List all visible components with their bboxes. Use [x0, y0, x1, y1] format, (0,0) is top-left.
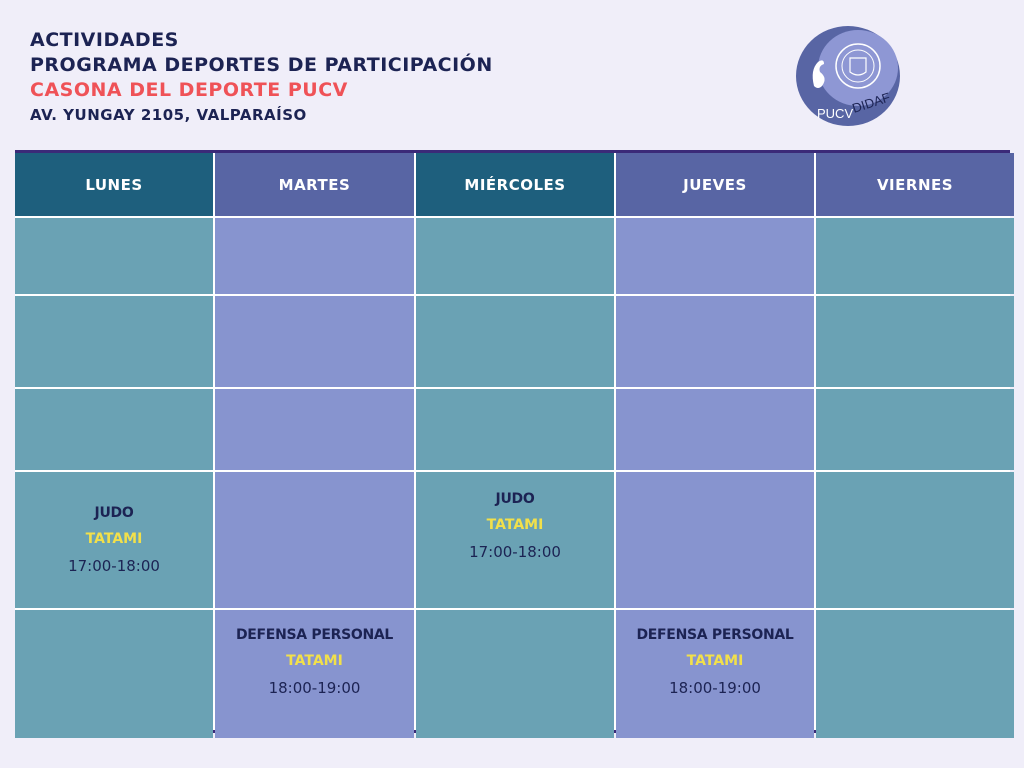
title-casona: CASONA DEL DEPORTE PUCV: [30, 79, 348, 101]
pucv-didaf-logo: PUCV DIDAF: [796, 26, 900, 126]
schedule-cell: [816, 389, 1014, 470]
schedule-cell: [416, 218, 614, 294]
schedule-cell: [816, 610, 1014, 738]
schedule-table: LUNES MARTES MIÉRCOLES JUEVES VIERNES JU…: [15, 150, 1014, 738]
schedule-cell-miercoles-judo: JUDO TATAMI 17:00-18:00: [416, 472, 614, 608]
schedule-cell: [816, 218, 1014, 294]
schedule-cell-jueves-defensa: DEFENSA PERSONAL TATAMI 18:00-19:00: [616, 610, 814, 738]
title-actividades: ACTIVIDADES: [30, 29, 179, 51]
activity-time: 18:00-19:00: [268, 679, 361, 697]
schedule-cell: [616, 296, 814, 387]
schedule-cell: [616, 472, 814, 608]
activity-place: TATAMI: [286, 653, 343, 669]
schedule-cell: [215, 218, 414, 294]
activity-name: JUDO: [495, 491, 535, 507]
schedule-cell: [215, 472, 414, 608]
day-header-lunes: LUNES: [15, 153, 213, 216]
activity-name: DEFENSA PERSONAL: [636, 627, 794, 643]
page-header: ACTIVIDADES PROGRAMA DEPORTES DE PARTICI…: [30, 28, 493, 127]
activity-time: 18:00-19:00: [669, 679, 761, 697]
schedule-cell: [15, 389, 213, 470]
schedule-cell: [616, 218, 814, 294]
activity-place: TATAMI: [486, 517, 544, 533]
schedule-cell-martes-defensa: DEFENSA PERSONAL TATAMI 18:00-19:00: [215, 610, 414, 738]
schedule-cell-lunes-judo: JUDO TATAMI 17:00-18:00: [15, 472, 213, 608]
schedule-cell: [215, 296, 414, 387]
day-header-martes: MARTES: [215, 153, 414, 216]
schedule-cell: [416, 389, 614, 470]
title-programa: PROGRAMA DEPORTES DE PARTICIPACIÓN: [30, 54, 493, 76]
day-header-viernes: VIERNES: [816, 153, 1014, 216]
activity-time: 17:00-18:00: [469, 543, 561, 561]
schedule-cell: [215, 389, 414, 470]
address: AV. YUNGAY 2105, VALPARAÍSO: [30, 106, 307, 124]
activity-time: 17:00-18:00: [68, 557, 160, 575]
activity-place: TATAMI: [686, 653, 744, 669]
schedule-cell: [616, 389, 814, 470]
day-header-jueves: JUEVES: [616, 153, 814, 216]
schedule-cell: [416, 296, 614, 387]
day-header-miercoles: MIÉRCOLES: [416, 153, 614, 216]
schedule-cell: [15, 218, 213, 294]
schedule-cell: [816, 296, 1014, 387]
schedule-cell: [15, 610, 213, 738]
activity-name: JUDO: [94, 505, 134, 521]
schedule-cell: [15, 296, 213, 387]
schedule-cell: [416, 610, 614, 738]
activity-name: DEFENSA PERSONAL: [235, 627, 394, 643]
logo-text-left: PUCV: [817, 106, 853, 121]
schedule-cell: [816, 472, 1014, 608]
activity-place: TATAMI: [85, 531, 143, 547]
